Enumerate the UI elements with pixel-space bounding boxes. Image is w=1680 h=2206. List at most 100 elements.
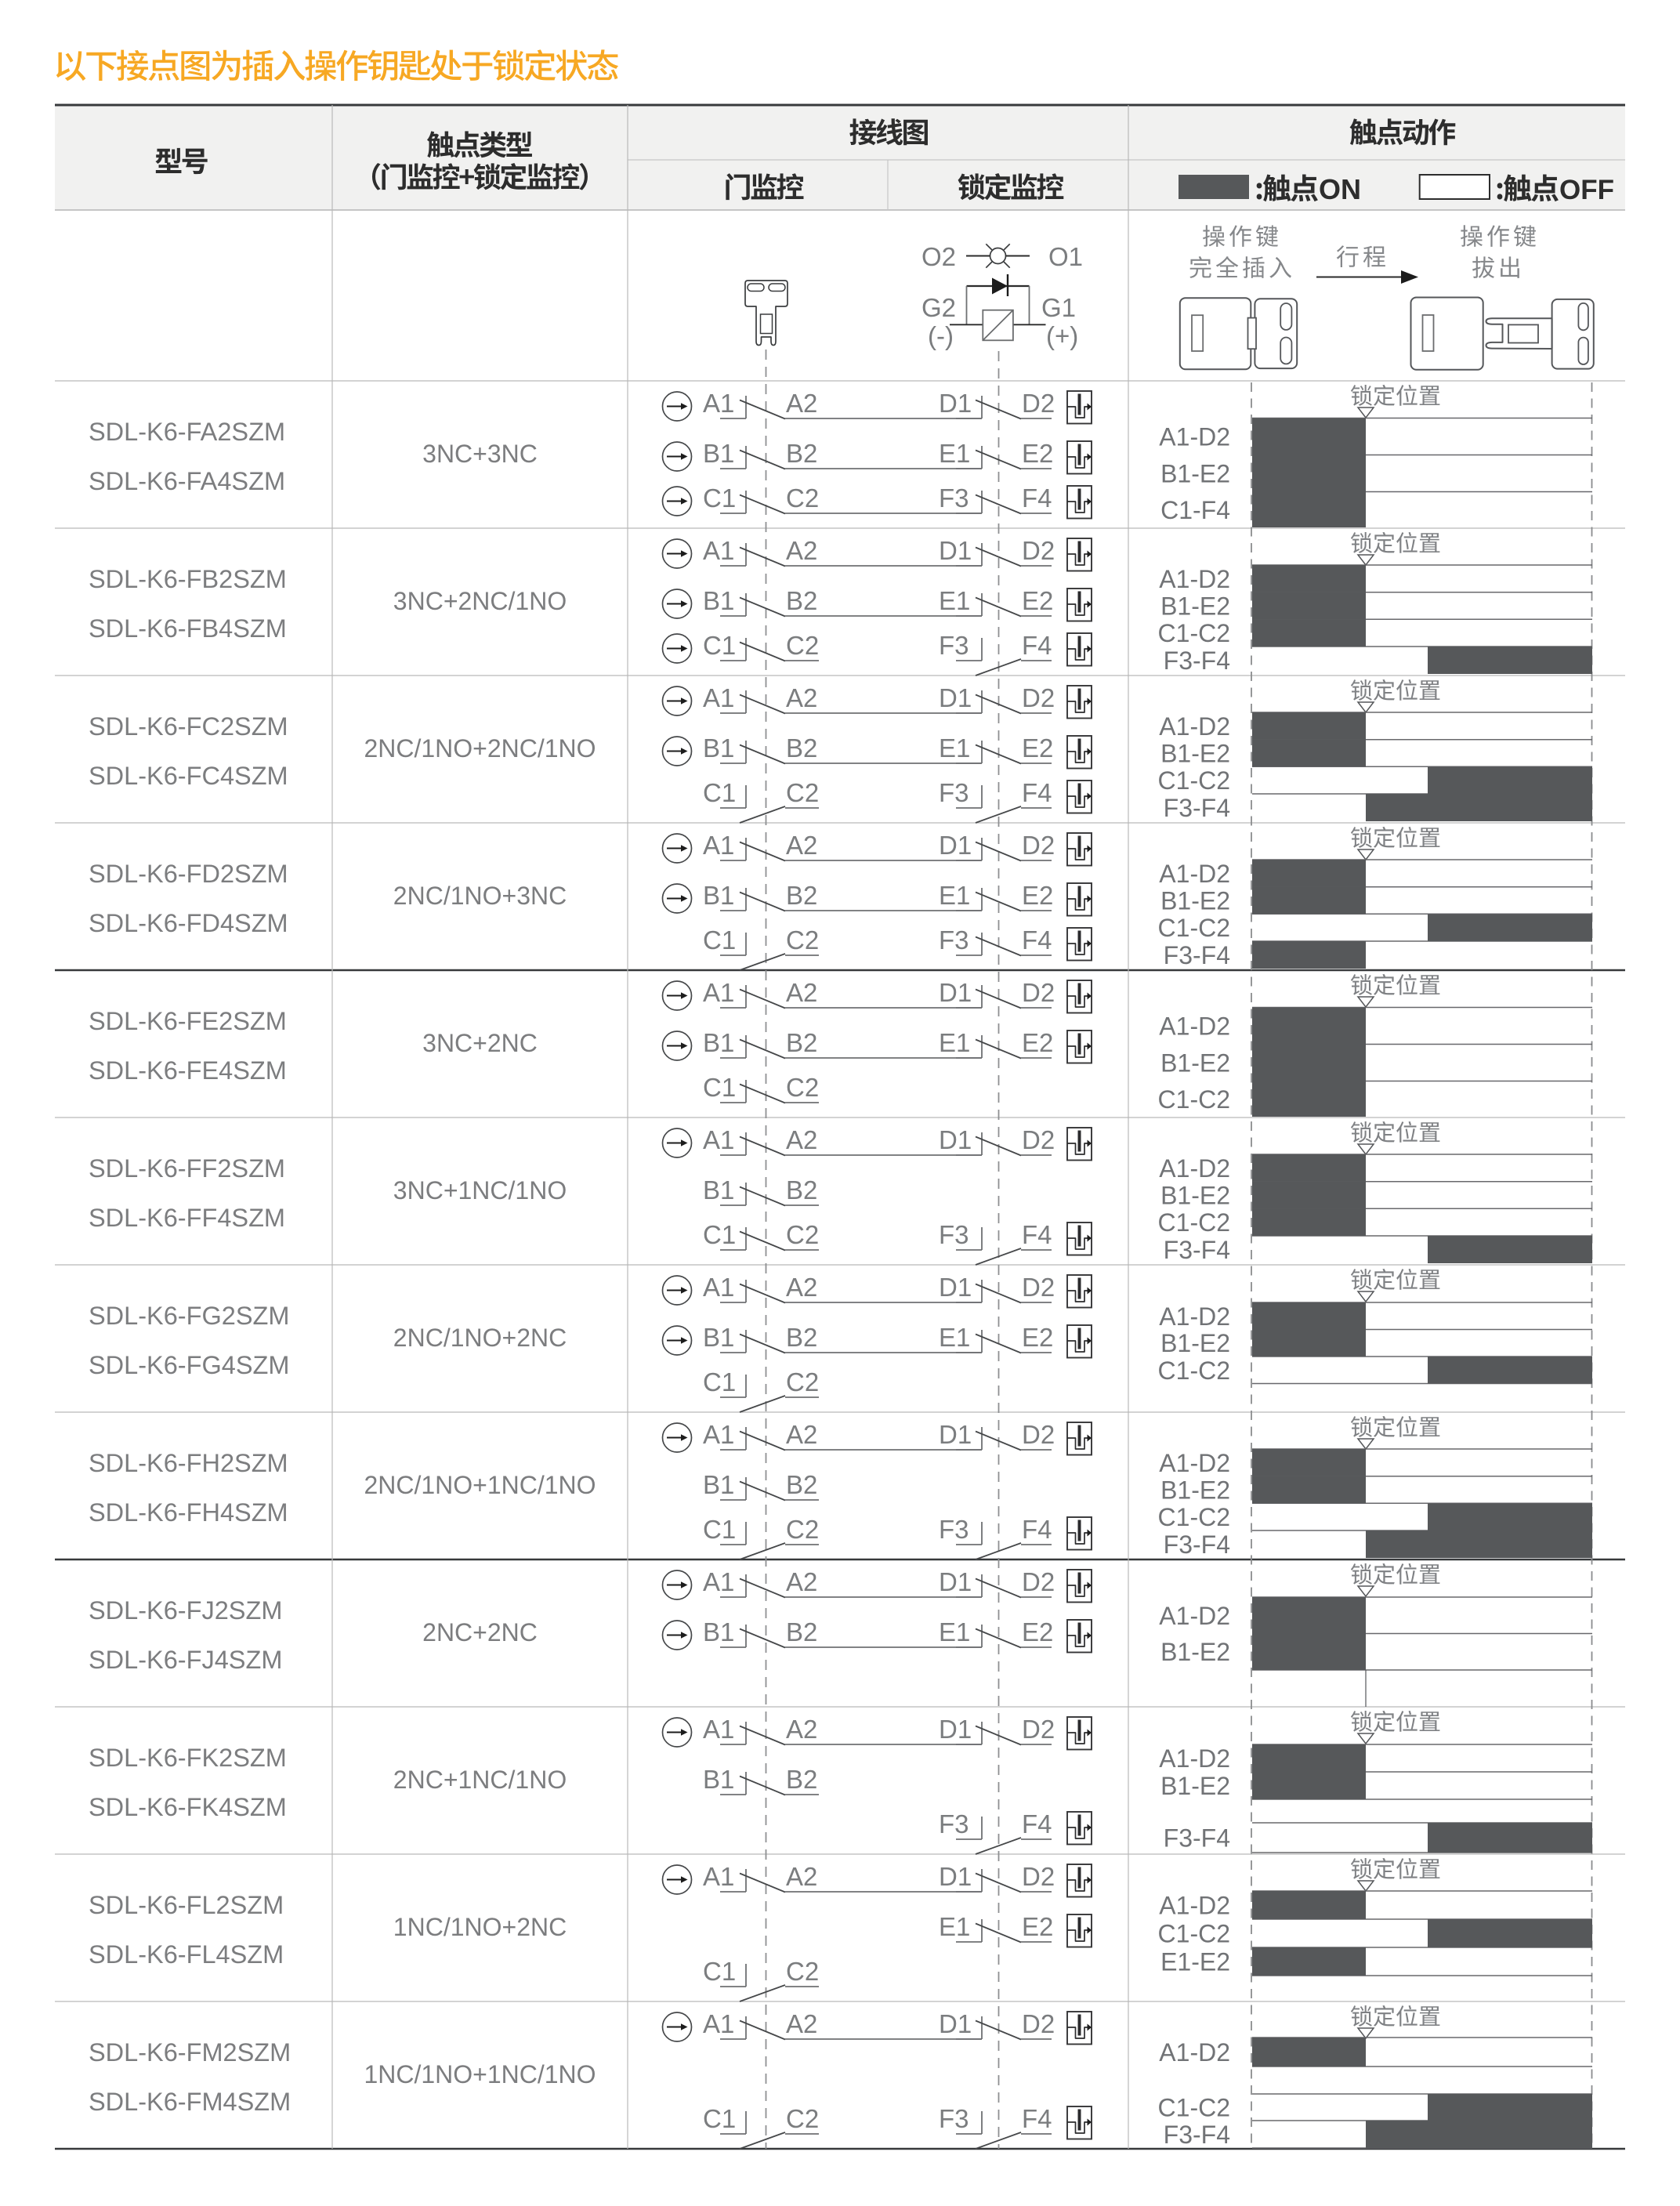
svg-text:A1: A1: [703, 389, 734, 418]
svg-text:G1: G1: [1041, 293, 1076, 322]
svg-text:O2: O2: [921, 242, 956, 271]
svg-text:A2: A2: [786, 1125, 817, 1154]
svg-text:C1: C1: [703, 2104, 736, 2133]
svg-text:1NC/1NO+2NC: 1NC/1NO+2NC: [393, 1913, 567, 1941]
svg-text:D2: D2: [1022, 978, 1055, 1007]
svg-text:B2: B2: [786, 439, 817, 468]
svg-text:A2: A2: [786, 683, 817, 712]
svg-text:C1-C2: C1-C2: [1158, 914, 1230, 942]
svg-text:A1-D2: A1-D2: [1159, 2038, 1230, 2067]
svg-text:2NC/1NO+2NC: 2NC/1NO+2NC: [393, 1324, 567, 1352]
svg-text:SDL-K6-FJ4SZM: SDL-K6-FJ4SZM: [89, 1646, 282, 1674]
svg-text:OFF: OFF: [1559, 175, 1614, 205]
svg-text:D1: D1: [939, 1273, 972, 1302]
svg-text:A1-D2: A1-D2: [1159, 423, 1230, 451]
svg-text:SDL-K6-FA2SZM: SDL-K6-FA2SZM: [89, 418, 285, 446]
svg-text:B1-E2: B1-E2: [1160, 1182, 1230, 1210]
svg-text:A2: A2: [786, 831, 817, 860]
svg-text:F3: F3: [939, 1515, 969, 1544]
svg-text:F3: F3: [939, 778, 969, 807]
svg-text:A2: A2: [786, 978, 817, 1007]
svg-text:B2: B2: [786, 1470, 817, 1499]
svg-text:B1-E2: B1-E2: [1160, 1638, 1230, 1666]
svg-text:B1-E2: B1-E2: [1160, 1049, 1230, 1078]
svg-text:C1: C1: [703, 1367, 736, 1396]
svg-text:E1: E1: [939, 1912, 970, 1941]
svg-text:SDL-K6-FC4SZM: SDL-K6-FC4SZM: [89, 762, 288, 790]
svg-text:D2: D2: [1022, 389, 1055, 418]
svg-text:F3-F4: F3-F4: [1164, 794, 1230, 822]
svg-text:A1-D2: A1-D2: [1159, 1154, 1230, 1183]
svg-text:F3: F3: [939, 631, 969, 660]
svg-text:A2: A2: [786, 1567, 817, 1596]
svg-text:A1-D2: A1-D2: [1159, 1012, 1230, 1041]
svg-text:A1: A1: [703, 1567, 734, 1596]
svg-text:C1: C1: [703, 631, 736, 660]
svg-text:B1: B1: [703, 1028, 734, 1057]
svg-text:F3-F4: F3-F4: [1164, 1824, 1230, 1853]
svg-text:SDL-K6-FL4SZM: SDL-K6-FL4SZM: [89, 1940, 284, 1969]
svg-text:C2: C2: [786, 1220, 819, 1249]
svg-text:B1-E2: B1-E2: [1160, 1329, 1230, 1357]
svg-text:D2: D2: [1022, 2009, 1055, 2038]
svg-text:E2: E2: [1022, 734, 1053, 763]
svg-text:F3-F4: F3-F4: [1164, 2121, 1230, 2149]
svg-text:B1: B1: [703, 734, 734, 763]
svg-text:F3-F4: F3-F4: [1164, 1236, 1230, 1264]
svg-text:D1: D1: [939, 683, 972, 712]
svg-text:B1: B1: [703, 1470, 734, 1499]
svg-text:C1-C2: C1-C2: [1158, 1503, 1230, 1531]
svg-text:SDL-K6-FK4SZM: SDL-K6-FK4SZM: [89, 1793, 287, 1821]
svg-text:F4: F4: [1022, 631, 1052, 660]
svg-text:3NC+1NC/1NO: 3NC+1NC/1NO: [393, 1176, 567, 1204]
svg-text:F3: F3: [939, 2104, 969, 2133]
svg-text:SDL-K6-FH4SZM: SDL-K6-FH4SZM: [89, 1498, 288, 1527]
svg-text:C1: C1: [703, 1957, 736, 1986]
svg-text:A1: A1: [703, 1862, 734, 1891]
svg-text:A2: A2: [786, 536, 817, 565]
svg-text:D2: D2: [1022, 1715, 1055, 1744]
svg-text:B2: B2: [786, 1175, 817, 1204]
svg-text:A2: A2: [786, 2009, 817, 2038]
svg-text:2NC/1NO+1NC/1NO: 2NC/1NO+1NC/1NO: [364, 1471, 596, 1499]
svg-text:B2: B2: [786, 1617, 817, 1646]
svg-text:B2: B2: [786, 881, 817, 910]
svg-text:SDL-K6-FF4SZM: SDL-K6-FF4SZM: [89, 1204, 285, 1232]
svg-text:C1-C2: C1-C2: [1158, 766, 1230, 795]
svg-text:A1: A1: [703, 1715, 734, 1744]
svg-text:O1: O1: [1048, 242, 1083, 271]
svg-text:C1: C1: [703, 484, 736, 513]
svg-text:F4: F4: [1022, 1515, 1052, 1544]
svg-text:A1-D2: A1-D2: [1159, 1744, 1230, 1773]
svg-text:C1-C2: C1-C2: [1158, 1085, 1230, 1114]
svg-text:F3: F3: [939, 926, 969, 954]
svg-text:A1-D2: A1-D2: [1159, 860, 1230, 888]
svg-text:C1: C1: [703, 1515, 736, 1544]
svg-text:E2: E2: [1022, 1912, 1053, 1941]
svg-text:1NC/1NO+1NC/1NO: 1NC/1NO+1NC/1NO: [364, 2060, 596, 2088]
svg-text:C1-C2: C1-C2: [1158, 1208, 1230, 1237]
svg-text:SDL-K6-FG4SZM: SDL-K6-FG4SZM: [89, 1351, 289, 1379]
svg-text:B1: B1: [703, 586, 734, 615]
svg-text:3NC+2NC: 3NC+2NC: [422, 1029, 538, 1057]
svg-text:D1: D1: [939, 978, 972, 1007]
svg-text:SDL-K6-FD4SZM: SDL-K6-FD4SZM: [89, 909, 288, 937]
svg-text:C1: C1: [703, 1220, 736, 1249]
svg-text:A1: A1: [703, 831, 734, 860]
svg-text:SDL-K6-FM2SZM: SDL-K6-FM2SZM: [89, 2038, 291, 2067]
svg-text:ON: ON: [1319, 173, 1361, 205]
svg-text:A1-D2: A1-D2: [1159, 1302, 1230, 1331]
svg-text:C2: C2: [786, 484, 819, 513]
svg-text:B1: B1: [703, 1175, 734, 1204]
svg-text:C2: C2: [786, 1073, 819, 1102]
svg-text:F4: F4: [1022, 2104, 1052, 2133]
svg-text:SDL-K6-FB2SZM: SDL-K6-FB2SZM: [89, 565, 287, 593]
svg-text:D1: D1: [939, 1862, 972, 1891]
svg-text:D2: D2: [1022, 1125, 1055, 1154]
svg-text:F3-F4: F3-F4: [1164, 647, 1230, 675]
svg-text:C2: C2: [786, 2104, 819, 2133]
svg-text:C2: C2: [786, 1367, 819, 1396]
svg-text:A1-D2: A1-D2: [1159, 712, 1230, 741]
svg-text:D2: D2: [1022, 1273, 1055, 1302]
svg-text:2NC+2NC: 2NC+2NC: [422, 1618, 538, 1646]
